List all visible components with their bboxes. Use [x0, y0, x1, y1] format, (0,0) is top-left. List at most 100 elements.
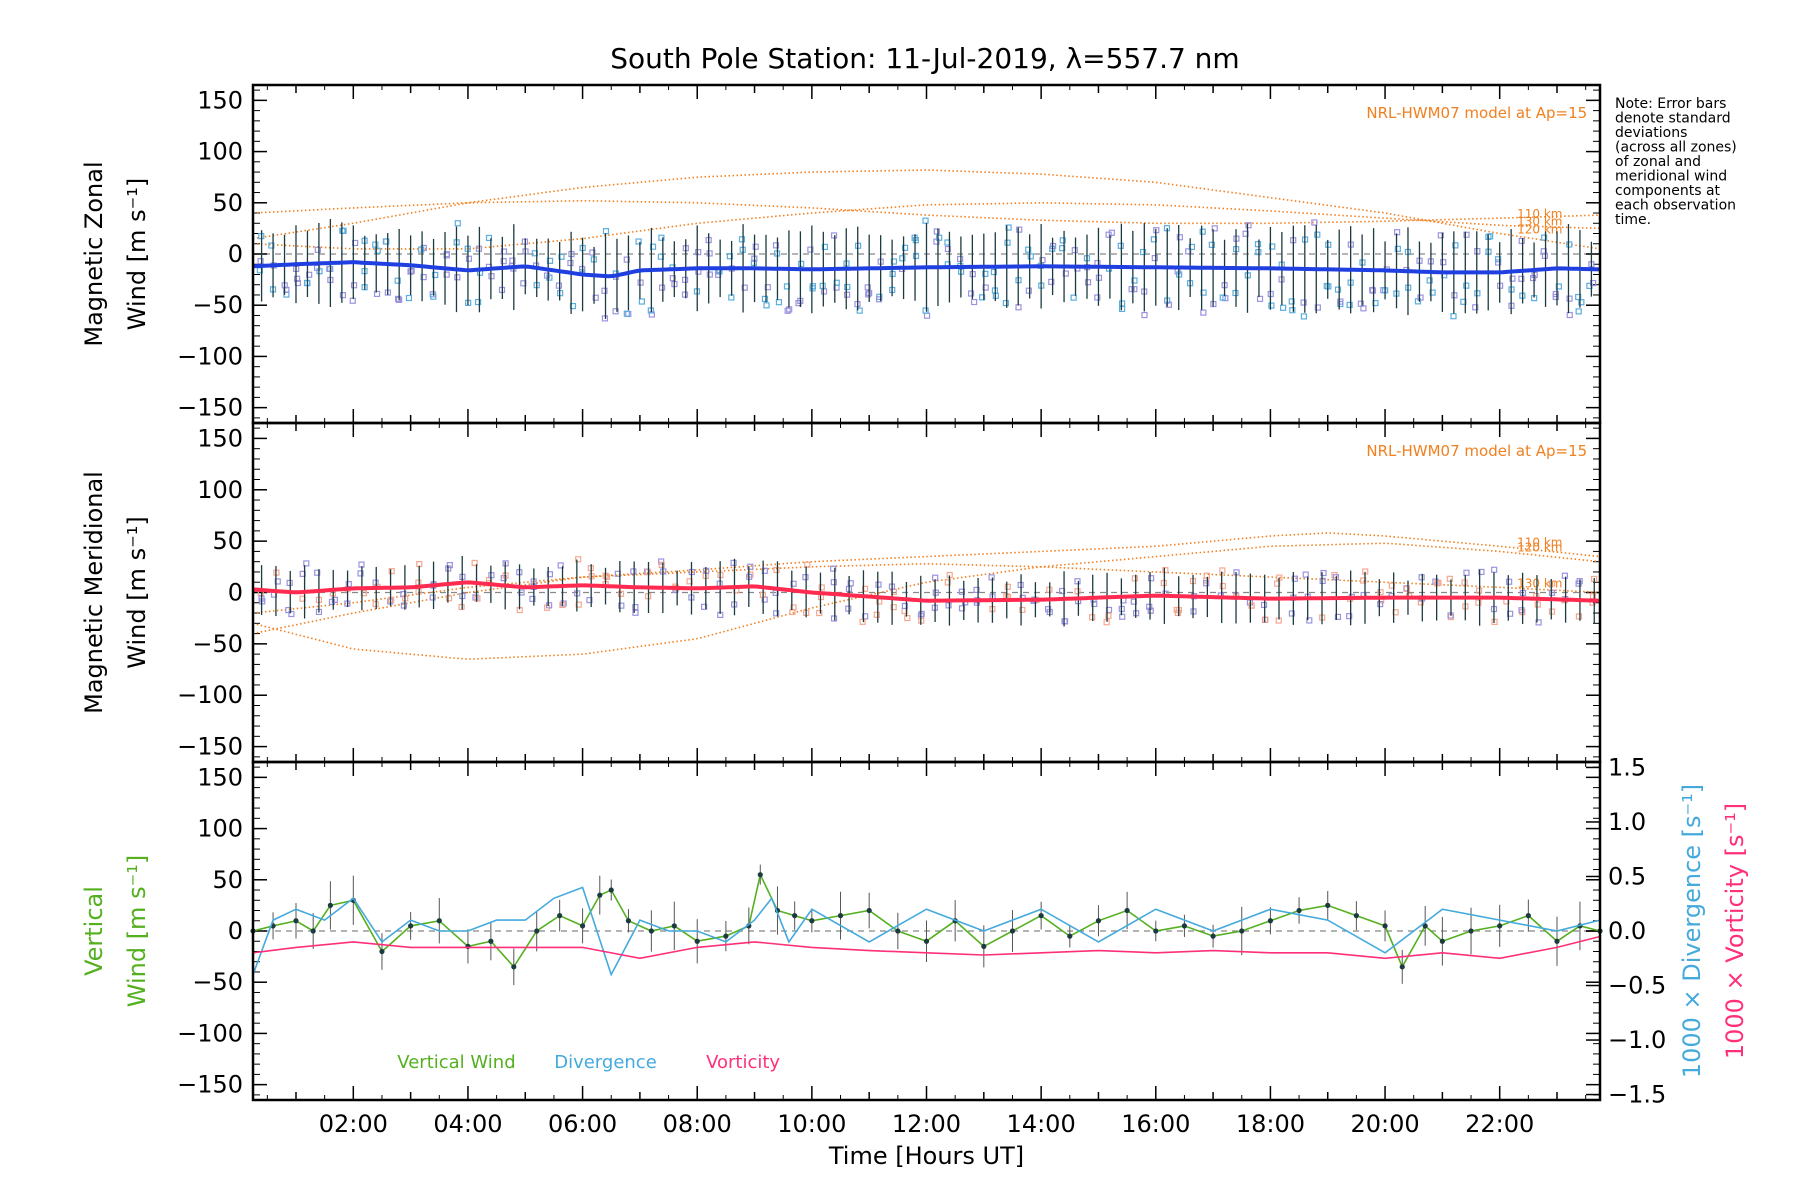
- scatter-point: [1300, 299, 1307, 306]
- scatter-point: [1357, 300, 1364, 307]
- scatter-point: [555, 282, 563, 289]
- scatter-point: [1256, 295, 1264, 302]
- scatter-point: [890, 604, 897, 611]
- scatter-point: [1418, 574, 1425, 581]
- scatter-point: [1575, 308, 1582, 315]
- scatter-point: [345, 580, 352, 588]
- y-tick-label: −100: [177, 681, 243, 709]
- scatter-point: [1105, 612, 1112, 619]
- scatter-point: [1015, 304, 1022, 311]
- scatter-point: [1062, 270, 1069, 277]
- scatter-point: [1541, 234, 1548, 241]
- scatter-point: [899, 255, 906, 262]
- model-curve-label: 130 km: [1517, 214, 1562, 228]
- panel-vertical: −150 −100 −50 0 50 100 150 −1.5 −1.0 −0.5 0.0 0.5 1.…: [80, 753, 1749, 1170]
- scatter-point: [306, 271, 313, 278]
- scatter-point: [1314, 304, 1321, 311]
- vertical-wind-point: [310, 928, 316, 934]
- scatter-point: [485, 234, 493, 242]
- scatter-point: [405, 294, 413, 302]
- scatter-point: [1377, 589, 1384, 596]
- scatter-point: [730, 559, 737, 566]
- x-tick-label: 16:00: [1121, 1110, 1190, 1138]
- scatter-point: [1320, 569, 1327, 577]
- scatter-point: [649, 243, 657, 250]
- scatter-point: [420, 274, 427, 281]
- vertical-wind-point: [293, 918, 299, 924]
- vertical-wind-point: [597, 892, 603, 898]
- panel-zonal: −150 −100 −50 0 50 100 150 Magnetic Zonal Wind […: [80, 83, 1602, 425]
- scatter-point: [809, 283, 816, 290]
- vertical-wind-point: [1382, 923, 1388, 929]
- scatter-point: [1004, 239, 1011, 246]
- scatter-point: [982, 270, 989, 277]
- scatter-point: [1334, 286, 1342, 293]
- scatter-point: [1016, 226, 1023, 233]
- scatter-point: [546, 257, 554, 264]
- scatter-point: [861, 585, 869, 592]
- scatter-point: [1131, 575, 1138, 582]
- scatter-point: [847, 580, 854, 587]
- scatter-point: [1555, 283, 1562, 290]
- y-tick-label: −150: [177, 733, 243, 761]
- scatter-point: [632, 609, 639, 616]
- scatter-point: [845, 605, 852, 612]
- scatter-point: [967, 290, 975, 297]
- vertical-wind-point: [757, 872, 763, 878]
- model-curve-130-km: [252, 202, 1601, 250]
- scatter-point: [958, 605, 966, 612]
- scatter-point: [807, 246, 814, 253]
- scatter-point: [1495, 256, 1502, 263]
- scatter-point: [1578, 299, 1585, 306]
- scatter-point: [357, 570, 364, 577]
- scatter-point: [802, 574, 809, 581]
- scatter-point: [618, 602, 625, 609]
- scatter-point: [1377, 600, 1384, 608]
- scatter-point: [1529, 274, 1537, 282]
- scatter-point: [474, 298, 482, 306]
- scatter-point: [601, 287, 608, 294]
- vertical-wind-point: [694, 938, 700, 944]
- scatter-point: [1491, 566, 1498, 573]
- scatter-point: [890, 258, 898, 265]
- scatter-point: [612, 308, 619, 315]
- note-line: each observation: [1615, 198, 1736, 214]
- scatter-point: [658, 561, 665, 568]
- scatter-point: [1518, 237, 1525, 245]
- note-line: Note: Error bars: [1615, 96, 1726, 112]
- scatter-point: [901, 602, 909, 610]
- scatter-points: [257, 556, 1598, 626]
- scatter-point: [1346, 301, 1353, 309]
- y-tick-label: 50: [212, 866, 243, 894]
- scatter-point: [1002, 299, 1009, 307]
- scatter-point: [1417, 599, 1424, 606]
- scatter-point: [1019, 606, 1026, 613]
- scatter-point: [623, 256, 630, 263]
- note-line: meridional wind: [1615, 169, 1727, 185]
- scatter-point: [1394, 245, 1401, 252]
- scatter-point: [1319, 577, 1326, 584]
- scatter-point: [586, 596, 593, 604]
- mean-line: [252, 580, 1601, 603]
- scatter-point: [1174, 268, 1181, 275]
- scatter-point: [443, 271, 450, 278]
- x-tick-label: 12:00: [892, 1110, 961, 1138]
- scatter-point: [681, 291, 689, 298]
- scatter-point: [763, 302, 770, 309]
- scatter-point: [904, 614, 911, 622]
- scatter-point: [314, 246, 321, 253]
- scatter-point: [747, 563, 754, 570]
- scatter-point: [274, 578, 281, 585]
- vertical-wind-point: [1525, 913, 1531, 919]
- y-axis-label-units: Wind [m s⁻¹]: [123, 855, 151, 1007]
- scatter-point: [546, 571, 554, 578]
- vertical-wind-point: [625, 918, 632, 924]
- vertical-wind-point: [379, 948, 385, 955]
- scatter-point: [1518, 275, 1525, 282]
- y2-tick-label: 1.0: [1608, 808, 1646, 836]
- scatter-point: [773, 566, 780, 574]
- scatter-point: [454, 220, 461, 227]
- x-tick-label: 20:00: [1350, 1110, 1419, 1138]
- scatter-point: [1139, 248, 1147, 256]
